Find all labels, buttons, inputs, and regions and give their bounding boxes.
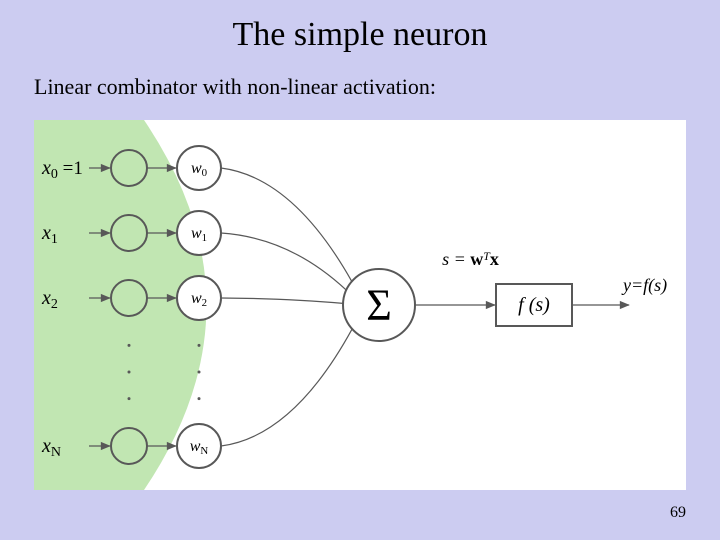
ellipsis-dot [198, 397, 201, 400]
page-number: 69 [670, 504, 686, 522]
ellipsis-dot [128, 397, 131, 400]
neuron-diagram: x0 =1x1x2xNw0w1w2wNΣs = wTxf (s)y=f(s) [34, 120, 686, 490]
weight-to-sigma-edge [221, 298, 343, 303]
s-equation: s = wTx [442, 249, 499, 269]
ellipsis-dot [198, 344, 201, 347]
output-label: y=f(s) [621, 275, 667, 296]
sigma-symbol: Σ [366, 281, 392, 330]
slide: The simple neuron Linear combinator with… [0, 0, 720, 540]
activation-label: f (s) [518, 294, 550, 316]
weight-to-sigma-edge [221, 168, 352, 281]
slide-subtitle: Linear combinator with non-linear activa… [34, 74, 436, 100]
ellipsis-dot [128, 344, 131, 347]
weight-to-sigma-edge [221, 329, 352, 446]
slide-title: The simple neuron [0, 16, 720, 54]
input-label: x0 =1 [41, 157, 83, 182]
weight-to-sigma-edge [221, 233, 346, 290]
ellipsis-dot [198, 371, 201, 374]
ellipsis-dot [128, 371, 131, 374]
